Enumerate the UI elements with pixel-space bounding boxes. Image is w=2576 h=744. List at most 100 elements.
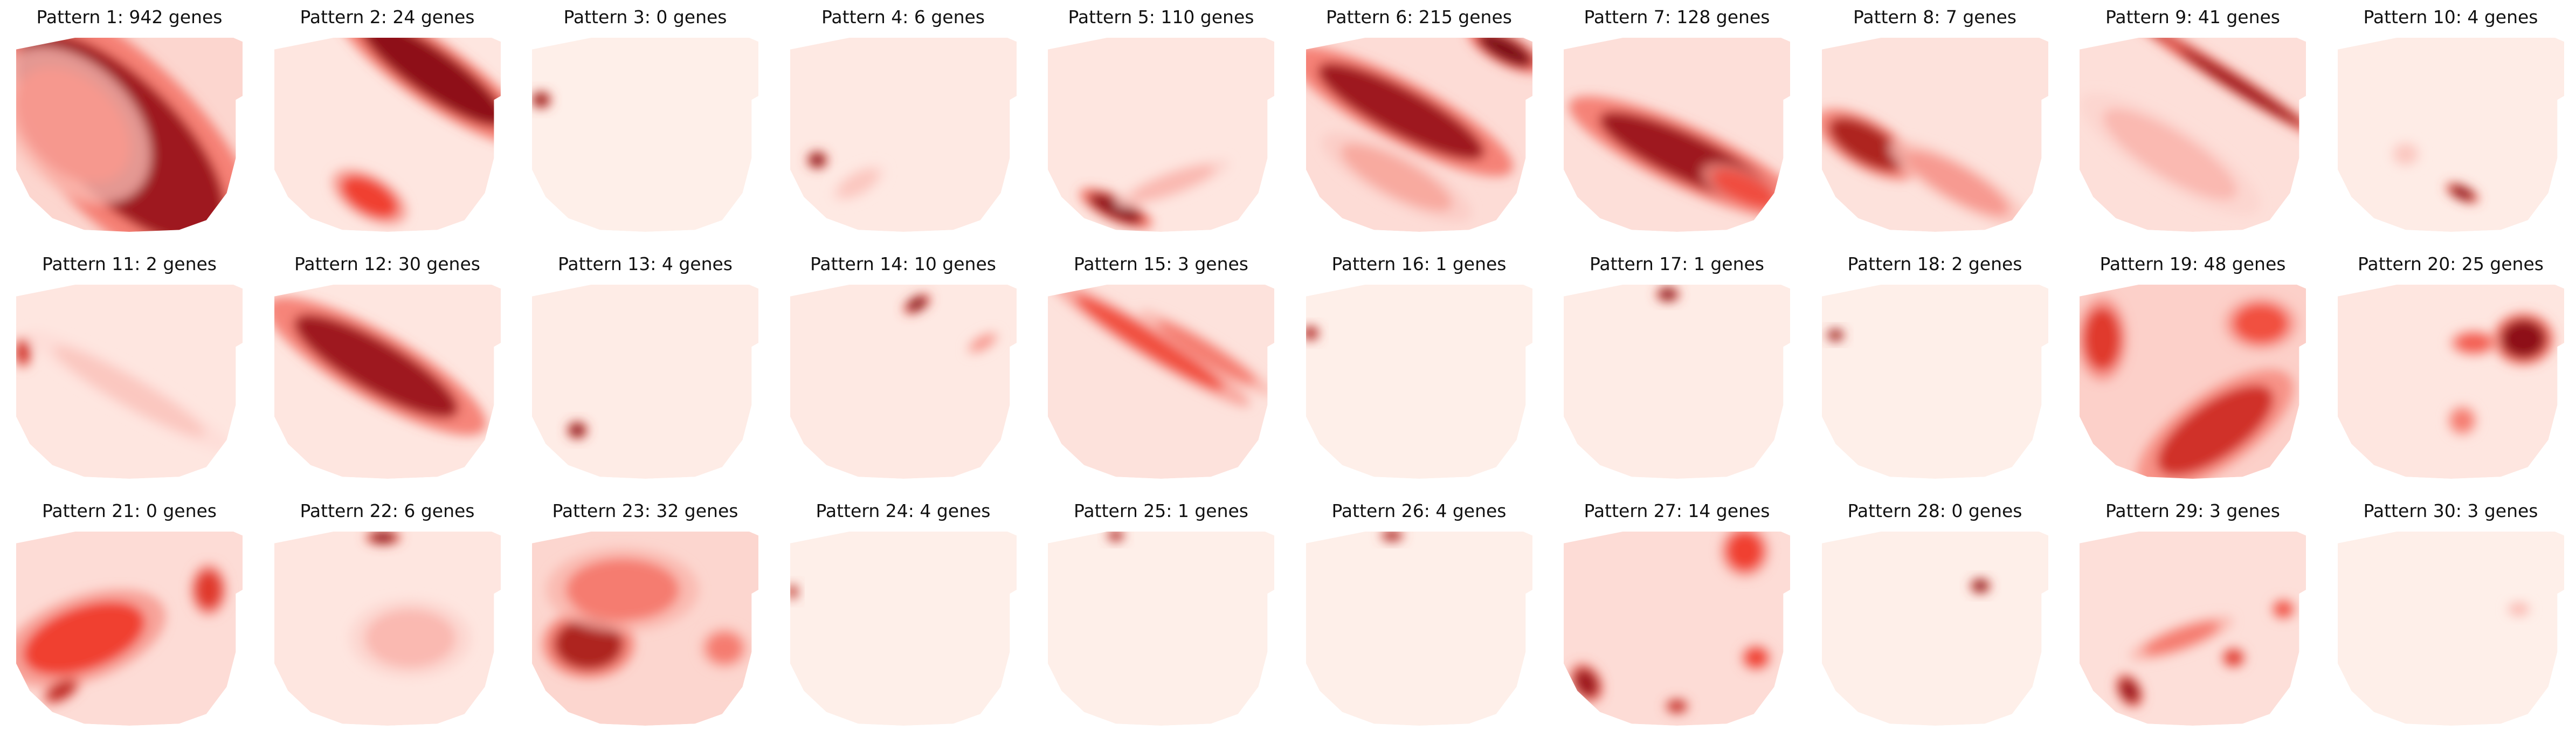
tissue-region: [532, 532, 758, 726]
panel-title-8: Pattern 8: 7 genes: [1853, 6, 2016, 27]
panel-title-22: Pattern 22: 6 genes: [300, 500, 475, 521]
pattern-panel-13: [532, 285, 758, 479]
panel-title-26: Pattern 26: 4 genes: [1331, 500, 1507, 521]
tissue-background: [1564, 532, 1790, 726]
pattern-panel-4: [790, 38, 1017, 232]
pattern-panel-24: [790, 532, 1017, 726]
tissue-region: [790, 285, 1017, 479]
panel-title-3: Pattern 3: 0 genes: [563, 6, 727, 27]
pattern-panel-2: [274, 38, 501, 232]
expression-blob-2: [1129, 165, 1216, 202]
tissue-background: [790, 38, 1017, 232]
tissue-region: [1306, 38, 1532, 232]
panel-title-1: Pattern 1: 942 genes: [36, 6, 223, 27]
expression-blob-3: [2103, 108, 2237, 200]
pattern-panel-29: [2080, 532, 2306, 726]
panel-title-19: Pattern 19: 48 genes: [2100, 253, 2286, 274]
expression-blob-2: [53, 346, 205, 437]
panel-title-14: Pattern 14: 10 genes: [810, 253, 996, 274]
tissue-region: [16, 532, 243, 726]
tissue-region: [274, 285, 501, 479]
tissue-background: [1048, 285, 1274, 479]
tissue-background: [2337, 38, 2564, 232]
expression-blob-1: [1573, 668, 1599, 698]
expression-blob-1: [2119, 678, 2140, 704]
expression-blob-2: [2143, 622, 2220, 655]
expression-blob-2: [1156, 321, 1256, 384]
pattern-panel-6: [1306, 38, 1532, 232]
expression-blob-1: [1383, 532, 1401, 541]
expression-blob-1: [2500, 319, 2546, 359]
pattern-panel-7: [1564, 38, 1790, 232]
pattern-panel-30: [2337, 532, 2564, 726]
tissue-background: [532, 285, 758, 479]
pattern-panel-25: [1048, 532, 1274, 726]
expression-blob-3: [706, 632, 743, 664]
tissue-region: [1564, 285, 1790, 479]
pattern-panel-20: [2337, 285, 2564, 479]
tissue-region: [16, 285, 243, 479]
expression-blob-1: [1088, 193, 1143, 224]
pattern-panel-16: [1306, 285, 1532, 479]
expression-blob-2: [970, 334, 995, 352]
panel-title-16: Pattern 16: 1 genes: [1331, 253, 1507, 274]
expression-blob-1: [1828, 118, 1905, 171]
expression-blob-2: [838, 169, 878, 198]
tissue-background: [1564, 285, 1790, 479]
expression-blob-3: [2224, 650, 2243, 666]
tissue-region: [2337, 285, 2564, 479]
expression-blob-3: [47, 680, 76, 701]
expression-blob-1: [809, 153, 825, 167]
panel-title-28: Pattern 28: 0 genes: [1847, 500, 2022, 521]
expression-blob-1: [294, 314, 458, 418]
expression-blob-2: [566, 559, 679, 621]
tissue-region: [790, 532, 1017, 726]
tissue-region: [1306, 532, 1532, 726]
pattern-panel-10: [2337, 38, 2564, 232]
tissue-region: [1048, 38, 1274, 232]
tissue-region: [1048, 285, 1274, 479]
panel-title-25: Pattern 25: 1 genes: [1074, 500, 1248, 521]
panel-title-12: Pattern 12: 30 genes: [294, 253, 480, 274]
expression-blob-3: [1341, 144, 1452, 211]
tissue-background: [1821, 532, 2048, 726]
expression-blob-2: [1712, 170, 1777, 209]
expression-blob-1: [2509, 603, 2528, 615]
tissue-region: [2080, 285, 2306, 479]
expression-blob-1: [1972, 580, 1988, 592]
panel-title-24: Pattern 24: 4 genes: [816, 500, 991, 521]
panel-title-7: Pattern 7: 128 genes: [1584, 6, 1770, 27]
pattern-panel-18: [1821, 285, 2048, 479]
expression-blob-2: [2180, 49, 2305, 128]
pattern-panel-19: [2080, 285, 2306, 479]
expression-blob-1: [533, 93, 549, 107]
tissue-region: [1821, 532, 2048, 726]
expression-blob-1: [360, 38, 501, 126]
panel-title-9: Pattern 9: 41 genes: [2105, 6, 2280, 27]
panel-title-21: Pattern 21: 0 genes: [42, 500, 217, 521]
pattern-panel-28: [1821, 532, 2048, 726]
panel-title-30: Pattern 30: 3 genes: [2363, 500, 2538, 521]
pattern-panel-5: [1048, 38, 1274, 232]
panel-title-27: Pattern 27: 14 genes: [1584, 500, 1770, 521]
panel-title-15: Pattern 15: 3 genes: [1074, 253, 1248, 274]
tissue-region: [274, 532, 501, 726]
pattern-panel-15: [1048, 285, 1274, 479]
pattern-panel-11: [16, 285, 243, 479]
expression-blob-1: [1306, 327, 1317, 339]
expression-blob-4: [1745, 648, 1767, 667]
expression-blob-1: [569, 423, 585, 437]
panel-title-29: Pattern 29: 3 genes: [2105, 500, 2280, 521]
tissue-region: [1821, 38, 2048, 232]
tissue-region: [1821, 285, 2048, 479]
panel-title-11: Pattern 11: 2 genes: [42, 253, 217, 274]
panel-title-2: Pattern 2: 24 genes: [300, 6, 475, 27]
tissue-region: [2337, 532, 2564, 726]
expression-blob-1: [1075, 295, 1224, 390]
panel-title-23: Pattern 23: 32 genes: [552, 500, 738, 521]
expression-blob-3: [2233, 304, 2288, 343]
tissue-region: [2080, 532, 2306, 726]
expression-blob-2: [1668, 700, 1686, 712]
tissue-background: [1306, 532, 1532, 726]
panel-title-10: Pattern 10: 4 genes: [2363, 6, 2538, 27]
